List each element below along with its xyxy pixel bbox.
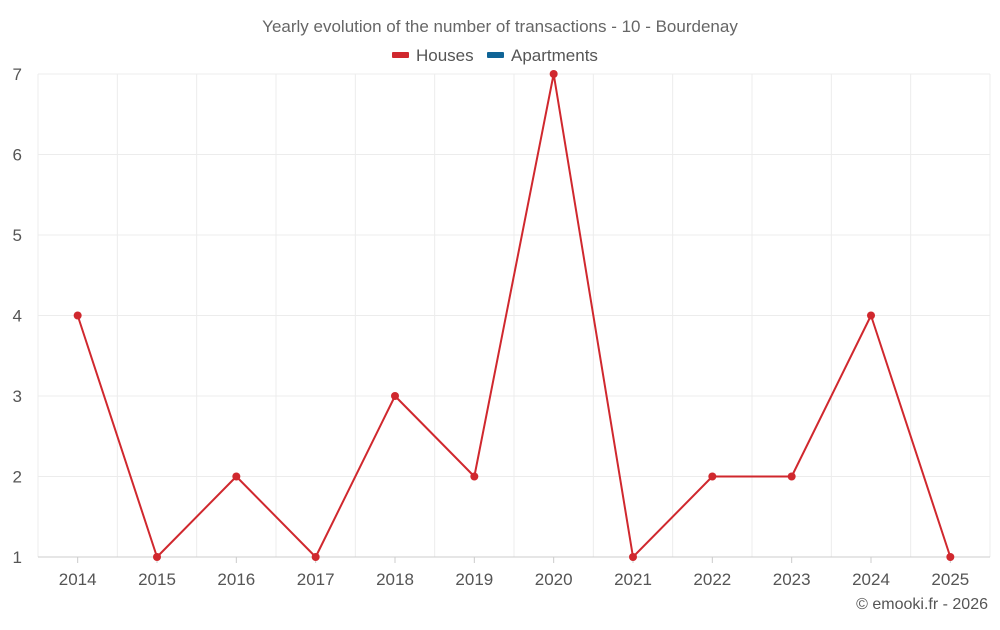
data-point-houses[interactable]	[629, 553, 637, 561]
x-tick-label: 2022	[693, 570, 731, 589]
data-point-houses[interactable]	[73, 311, 82, 320]
series-line-houses	[76, 73, 952, 558]
data-point-houses[interactable]	[232, 472, 241, 481]
data-point-houses[interactable]	[867, 311, 875, 320]
data-point-houses[interactable]	[946, 553, 955, 561]
y-tick-label: 2	[13, 468, 22, 487]
data-point-houses[interactable]	[311, 553, 320, 561]
y-tick-label: 7	[13, 65, 22, 84]
x-tick-label: 2015	[138, 570, 176, 589]
x-tick-label: 2017	[297, 570, 335, 589]
x-axis: 2014 2015 2016 2017 2018 2019 2020 2021 2022 2023…	[38, 556, 990, 589]
x-tick-label: 2020	[535, 570, 573, 589]
x-tick-label: 2014	[59, 570, 97, 589]
data-point-houses[interactable]	[153, 553, 161, 561]
x-tick-label: 2023	[773, 570, 811, 589]
chart-title: Yearly evolution of the number of transa…	[262, 17, 738, 36]
y-tick-label: 4	[13, 307, 22, 326]
legend-label-apartments: Apartments	[511, 46, 598, 65]
series-layer	[73, 70, 955, 561]
y-tick-label: 5	[13, 226, 22, 245]
y-axis: 1 2 3 4 5 6 7	[13, 65, 22, 567]
data-point-houses[interactable]	[549, 70, 558, 78]
data-point-houses[interactable]	[708, 472, 717, 481]
legend-swatch-houses	[392, 52, 409, 58]
copyright-text: © emooki.fr - 2026	[856, 596, 988, 613]
y-tick-label: 3	[13, 387, 22, 406]
legend-item-houses[interactable]: Houses	[392, 46, 474, 65]
x-tick-label: 2021	[614, 570, 652, 589]
data-point-houses[interactable]	[470, 472, 479, 481]
x-tick-label: 2024	[852, 570, 890, 589]
x-tick-label: 2016	[217, 570, 255, 589]
legend-label-houses: Houses	[416, 46, 474, 65]
data-point-houses[interactable]	[787, 472, 796, 481]
legend-item-apartments[interactable]: Apartments	[487, 46, 598, 65]
y-tick-label: 1	[13, 548, 22, 567]
legend: Houses Apartments	[392, 46, 598, 65]
x-tick-label: 2018	[376, 570, 414, 589]
grid	[37, 73, 991, 557]
legend-swatch-apartments	[487, 52, 504, 58]
data-point-houses[interactable]	[391, 392, 399, 400]
x-tick-label: 2025	[931, 570, 969, 589]
x-tick-label: 2019	[455, 570, 493, 589]
y-tick-label: 6	[13, 146, 22, 165]
